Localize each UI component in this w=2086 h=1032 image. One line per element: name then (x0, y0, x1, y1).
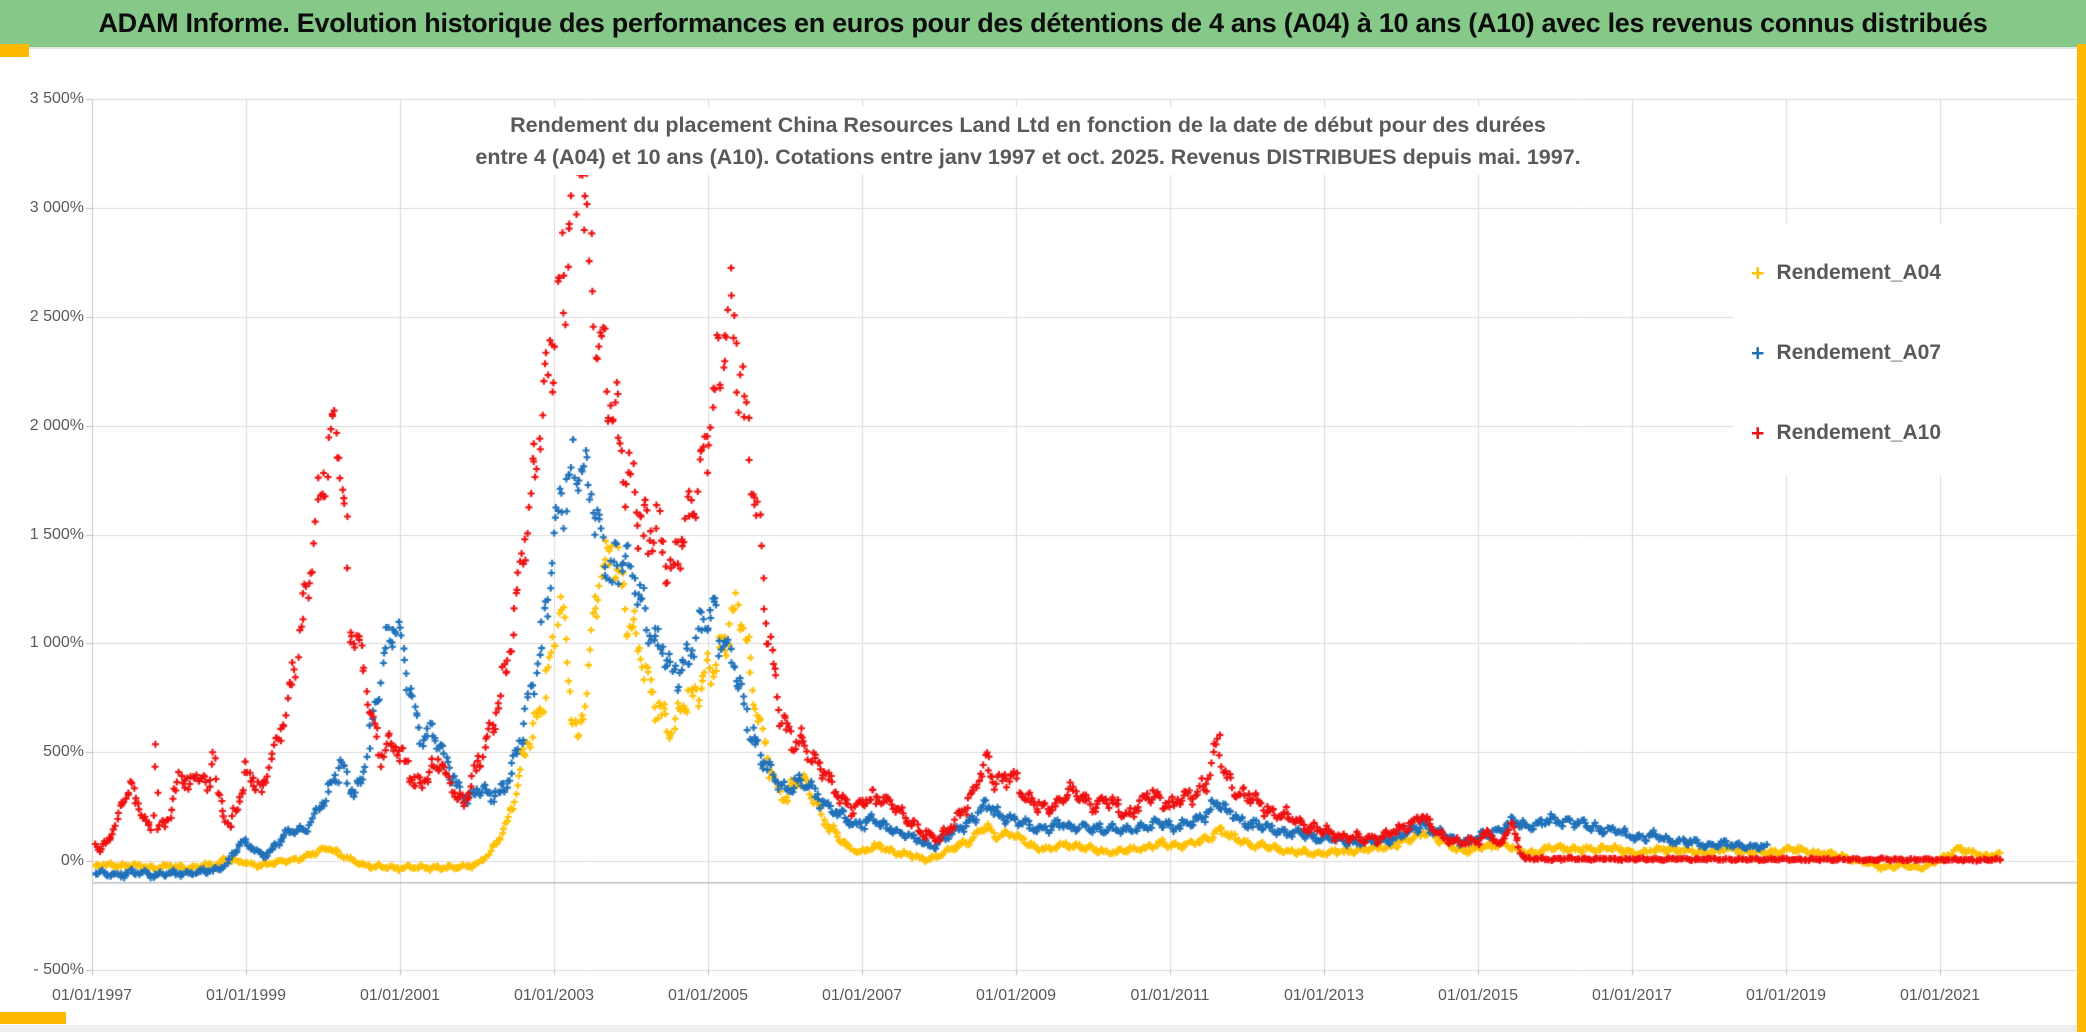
gold-accent-bottom-left (0, 1012, 66, 1024)
gold-accent-right-border (2077, 44, 2086, 1032)
y-tick-label: 0% (60, 852, 84, 869)
header-banner: ADAM Informe. Evolution historique des p… (0, 0, 2086, 49)
y-tick-label: 3 000% (29, 199, 84, 217)
x-tick-label: 01/01/2003 (513, 987, 595, 1005)
legend-plus-marker-icon: + (1751, 339, 1765, 366)
legend-label: Rendement_A04 (1776, 261, 1941, 284)
x-tick-label: 01/01/2019 (1745, 987, 1827, 1005)
x-tick-label: 01/01/1997 (51, 987, 133, 1005)
y-tick-label: 1 000% (29, 634, 84, 652)
legend-plus-marker-icon: + (1751, 419, 1765, 446)
x-tick-label: 01/01/2017 (1591, 987, 1673, 1005)
gold-accent-top-left (0, 44, 29, 57)
x-tick-label: 01/01/2005 (667, 987, 749, 1005)
x-tick-label: 01/01/1999 (205, 987, 287, 1005)
y-tick-label: 2 000% (29, 416, 84, 434)
bottom-gray-strip (0, 1025, 2086, 1032)
y-tick-label: 1 500% (29, 525, 84, 543)
x-tick-label: 01/01/2009 (975, 987, 1057, 1005)
chart-title-line1: Rendement du placement China Resources L… (510, 113, 1546, 137)
x-tick-label: 01/01/2001 (359, 987, 441, 1005)
y-tick-label: - 500% (33, 960, 84, 978)
chart-legend: + Rendement_A04 + Rendement_A07 + Rendement_A… (1733, 224, 2078, 476)
legend-item-rendement_a04[interactable]: + Rendement_A04 (1751, 257, 1941, 289)
x-tick-label: 01/01/2011 (1130, 987, 1210, 1005)
scatter-plot-canvas[interactable] (0, 49, 2086, 1032)
x-tick-label: 01/01/2007 (821, 987, 903, 1005)
y-tick-label: 2 500% (29, 308, 84, 325)
y-tick-label: 500% (43, 743, 84, 761)
header-banner-text: ADAM Informe. Evolution historique des p… (98, 8, 1988, 38)
x-tick-label: 01/01/2015 (1437, 987, 1519, 1005)
chart-object[interactable]: Rendement du placement China Resources L… (0, 49, 2086, 1032)
y-tick-label: 3 500% (29, 90, 84, 108)
legend-item-rendement_a07[interactable]: + Rendement_A07 (1751, 337, 1941, 369)
chart-title: Rendement du placement China Resources L… (465, 107, 1591, 175)
x-tick-label: 01/01/2021 (1899, 987, 1981, 1005)
x-tick-label: 01/01/2013 (1283, 987, 1365, 1005)
legend-item-rendement_a10[interactable]: + Rendement_A10 (1751, 417, 1941, 449)
legend-plus-marker-icon: + (1751, 259, 1765, 286)
legend-label: Rendement_A10 (1776, 421, 1941, 444)
chart-title-line2: entre 4 (A04) et 10 ans (A10). Cotations… (475, 145, 1581, 169)
legend-label: Rendement_A07 (1776, 341, 1941, 364)
